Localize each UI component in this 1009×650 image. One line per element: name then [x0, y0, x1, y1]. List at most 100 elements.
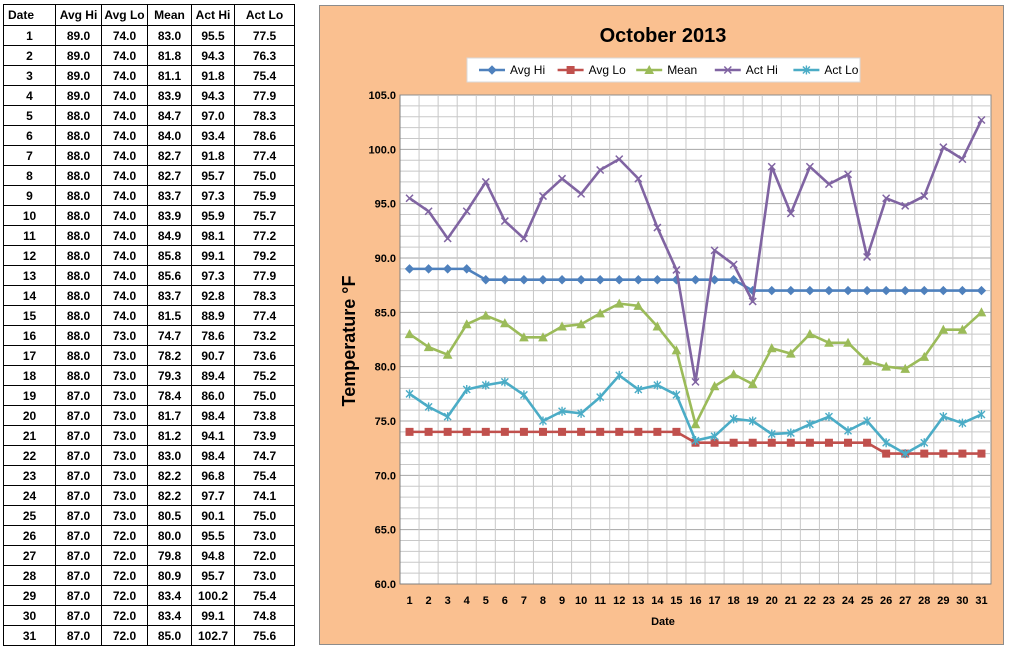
cell-date: 23 — [3, 465, 56, 486]
cell-avg-lo: 73.0 — [101, 385, 148, 406]
data-point-avg-lo — [786, 438, 795, 447]
cell-act-lo: 79.2 — [234, 245, 295, 266]
data-point-act-lo — [977, 409, 986, 419]
data-point-avg-lo — [672, 427, 681, 436]
data-point-act-hi — [748, 297, 757, 306]
data-point-avg-lo — [596, 427, 605, 436]
x-tick-label: 23 — [823, 595, 835, 607]
cell-mean: 83.4 — [147, 605, 192, 626]
cell-avg-lo: 74.0 — [101, 25, 148, 46]
table-row: 16 88.0 73.0 74.7 78.6 73.2 — [3, 325, 295, 346]
x-tick-label: 14 — [651, 595, 664, 607]
cell-act-hi: 95.7 — [191, 565, 235, 586]
cell-avg-hi: 88.0 — [55, 165, 102, 186]
cell-avg-lo: 74.0 — [101, 205, 148, 226]
x-tick-label: 26 — [880, 595, 892, 607]
cell-date: 19 — [3, 385, 56, 406]
data-point-avg-hi — [709, 275, 720, 285]
legend-marker-mean — [644, 64, 655, 74]
cell-avg-lo: 73.0 — [101, 365, 148, 386]
data-point-avg-lo — [538, 427, 547, 436]
y-tick-label: 75.0 — [375, 416, 396, 428]
data-point-mean — [461, 319, 472, 329]
cell-date: 5 — [3, 105, 56, 126]
cell-avg-lo: 73.0 — [101, 465, 148, 486]
cell-mean: 83.7 — [147, 285, 192, 306]
legend-box — [466, 57, 861, 83]
data-point-avg-lo — [615, 427, 624, 436]
cell-avg-hi: 87.0 — [55, 385, 102, 406]
data-point-avg-lo — [805, 438, 814, 447]
cell-avg-hi: 87.0 — [55, 625, 102, 646]
table-row: 8 88.0 74.0 82.7 95.7 75.0 — [3, 165, 295, 186]
cell-mean: 80.0 — [147, 525, 192, 546]
data-point-act-hi — [653, 223, 662, 232]
data-point-act-lo — [863, 416, 872, 426]
plot-area — [399, 94, 992, 585]
data-point-act-hi — [863, 252, 872, 261]
x-tick-label: 8 — [540, 595, 546, 607]
cell-date: 4 — [3, 85, 56, 106]
table-body: 1 89.0 74.0 83.0 95.5 77.5 2 89.0 74.0 81.8 94.3 76… — [3, 25, 295, 646]
cell-act-hi: 88.9 — [191, 305, 235, 326]
data-point-act-lo — [424, 402, 433, 412]
x-axis-title: Date — [651, 616, 675, 628]
data-point-act-hi — [596, 165, 605, 175]
data-point-act-hi — [729, 260, 738, 269]
cell-act-hi: 91.8 — [191, 145, 235, 166]
data-point-avg-lo — [653, 427, 662, 436]
cell-avg-hi: 88.0 — [55, 325, 102, 346]
cell-avg-lo: 73.0 — [101, 445, 148, 466]
table-row: 27 87.0 72.0 79.8 94.8 72.0 — [3, 545, 295, 566]
cell-act-hi: 100.2 — [191, 585, 235, 606]
data-point-avg-hi — [919, 285, 929, 296]
cell-avg-hi: 88.0 — [55, 245, 102, 266]
x-tick-label: 25 — [861, 595, 873, 607]
data-point-act-hi — [786, 209, 795, 218]
data-point-avg-hi — [519, 275, 529, 285]
x-tick-label: 2 — [426, 595, 432, 607]
table-row: 2 89.0 74.0 81.8 94.3 76.3 — [3, 45, 295, 66]
data-point-mean — [938, 324, 949, 334]
cell-avg-hi: 88.0 — [55, 205, 102, 226]
table-row: 29 87.0 72.0 83.4 100.2 75.4 — [3, 585, 295, 606]
cell-act-lo: 75.2 — [234, 365, 295, 386]
table-row: 17 88.0 73.0 78.2 90.7 73.6 — [3, 345, 295, 366]
cell-act-hi: 91.8 — [191, 65, 235, 86]
cell-act-hi: 97.0 — [191, 105, 235, 126]
data-point-avg-lo — [844, 438, 853, 447]
data-point-act-hi — [939, 143, 948, 152]
cell-act-hi: 95.9 — [191, 205, 235, 226]
cell-mean: 81.8 — [147, 45, 192, 66]
table-row: 1 89.0 74.0 83.0 95.5 77.5 — [3, 25, 295, 46]
cell-mean: 81.2 — [147, 425, 192, 446]
cell-date: 29 — [3, 585, 56, 606]
data-point-act-hi — [500, 217, 509, 226]
cell-avg-lo: 74.0 — [101, 85, 148, 106]
cell-date: 7 — [3, 145, 56, 166]
column-header-act-hi: Act Hi — [191, 4, 235, 26]
data-point-act-hi — [843, 170, 853, 179]
data-point-avg-lo — [882, 449, 891, 458]
data-point-avg-hi — [824, 285, 834, 296]
table-row: 7 88.0 74.0 82.7 91.8 77.4 — [3, 145, 295, 166]
cell-avg-lo: 72.0 — [101, 605, 148, 626]
cell-avg-lo: 74.0 — [101, 65, 148, 86]
cell-date: 2 — [3, 45, 56, 66]
y-tick-label: 60.0 — [375, 579, 396, 591]
data-point-mean — [766, 343, 777, 353]
data-point-mean — [900, 363, 911, 373]
data-point-mean — [690, 419, 701, 429]
data-point-avg-hi — [633, 275, 644, 285]
data-point-avg-lo — [558, 427, 567, 436]
cell-avg-hi: 87.0 — [55, 525, 102, 546]
data-point-avg-lo — [958, 449, 967, 458]
data-point-act-hi — [672, 265, 681, 274]
cell-act-hi: 93.4 — [191, 125, 235, 146]
cell-mean: 78.4 — [147, 385, 192, 406]
cell-date: 28 — [3, 565, 56, 586]
cell-avg-lo: 72.0 — [101, 525, 148, 546]
cell-avg-lo: 74.0 — [101, 185, 148, 206]
cell-avg-hi: 87.0 — [55, 565, 102, 586]
